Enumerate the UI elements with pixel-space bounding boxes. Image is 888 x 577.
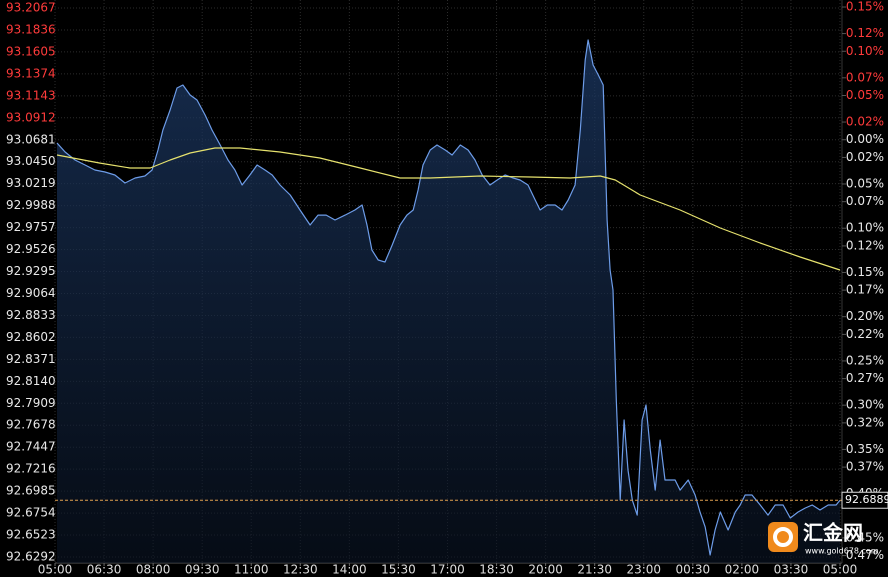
x-tick-label: 23:00 [626,563,661,577]
y-tick-label: 93.1836 [6,22,56,36]
y2-tick-label: 0.47% [846,548,884,562]
y2-tick-label: 0.22% [846,327,884,341]
y-tick-label: 92.6985 [6,484,56,498]
y-tick-label: 92.9988 [6,198,56,212]
y2-tick-label: 0.05% [846,176,884,190]
y2-tick-label: 0.02% [846,115,884,129]
y2-tick-label: 0.07% [846,194,884,208]
average-line [56,147,841,271]
y-tick-label: 93.1605 [6,44,56,58]
y2-tick-label: 0.02% [846,150,884,164]
y-tick-label: 92.6292 [6,550,56,564]
y-tick-label: 93.1143 [6,88,56,102]
y-tick-label: 92.8371 [6,352,56,366]
x-tick-label: 12:30 [283,563,318,577]
x-tick-label: 15:30 [381,563,416,577]
y2-tick-label: 0.35% [846,442,884,456]
logo-icon-ring [773,527,793,547]
y2-tick-label: 0.20% [846,309,884,323]
x-tick-label: 21:30 [577,563,612,577]
y2-tick-label: 0.37% [846,460,884,474]
x-tick-label: 18:30 [479,563,514,577]
x-tick-label: 11:00 [234,563,269,577]
y-tick-label: 92.8602 [6,330,56,344]
y-tick-label: 93.0912 [6,110,56,124]
y-tick-label: 92.7678 [6,418,56,432]
y2-tick-label: 0.07% [846,70,884,84]
logo-icon [768,522,798,552]
y-tick-label: 92.6523 [6,528,56,542]
y-tick-label: 92.9757 [6,220,56,234]
y-tick-label: 92.9295 [6,264,56,278]
x-tick-label: 05:00 [38,563,73,577]
y2-tick-label: 0.25% [846,353,884,367]
y-tick-label: 92.8140 [6,374,56,388]
x-tick-label: 08:00 [136,563,171,577]
y2-tick-label: 0.00% [846,132,884,146]
x-tick-label: 03:30 [774,563,809,577]
y-tick-label: 93.2067 [6,1,56,15]
y2-tick-label: 0.17% [846,283,884,297]
y-tick-label: 92.6754 [6,506,56,520]
y2-tick-label: 0.15% [846,0,884,14]
x-tick-label: 00:30 [676,563,711,577]
x-tick-label: 14:00 [332,563,367,577]
y2-tick-label: 0.30% [846,398,884,412]
price-line [56,39,841,556]
y-tick-label: 93.0219 [6,176,56,190]
logo-text: 汇金网 [803,521,863,545]
y2-tick-label: 0.45% [846,530,884,544]
y-tick-label: 92.8833 [6,308,56,322]
x-tick-label: 06:30 [87,563,122,577]
y-tick-label: 93.1374 [6,66,56,80]
logo-url: www.gold678.com [805,547,879,556]
y2-tick-label: 0.10% [846,44,884,58]
y-tick-label: 93.0450 [6,154,56,168]
logo: 汇金网 www.gold678.com [768,521,879,556]
x-tick-label: 20:00 [528,563,563,577]
y2-tick-label: 0.32% [846,415,884,429]
y2-tick-label: 0.12% [846,26,884,40]
y-tick-label: 92.9064 [6,286,56,300]
x-tick-label: 02:00 [725,563,760,577]
y-tick-label: 92.7909 [6,396,56,410]
x-tick-label: 05:00 [823,563,858,577]
y2-tick-label: 0.10% [846,221,884,235]
y2-tick-label: 0.15% [846,265,884,279]
x-tick-label: 09:30 [185,563,220,577]
y2-tick-label: 0.27% [846,371,884,385]
last-price-label: 92.6889 [845,493,888,506]
y-tick-label: 92.7216 [6,462,56,476]
x-tick-label: 17:00 [430,563,465,577]
y-tick-label: 92.9526 [6,242,56,256]
price-area [57,40,840,563]
y-tick-label: 92.7447 [6,440,56,454]
y-tick-label: 93.0681 [6,132,56,146]
y2-tick-label: 0.12% [846,238,884,252]
y2-tick-label: 0.05% [846,88,884,102]
last-price-box [841,491,888,509]
